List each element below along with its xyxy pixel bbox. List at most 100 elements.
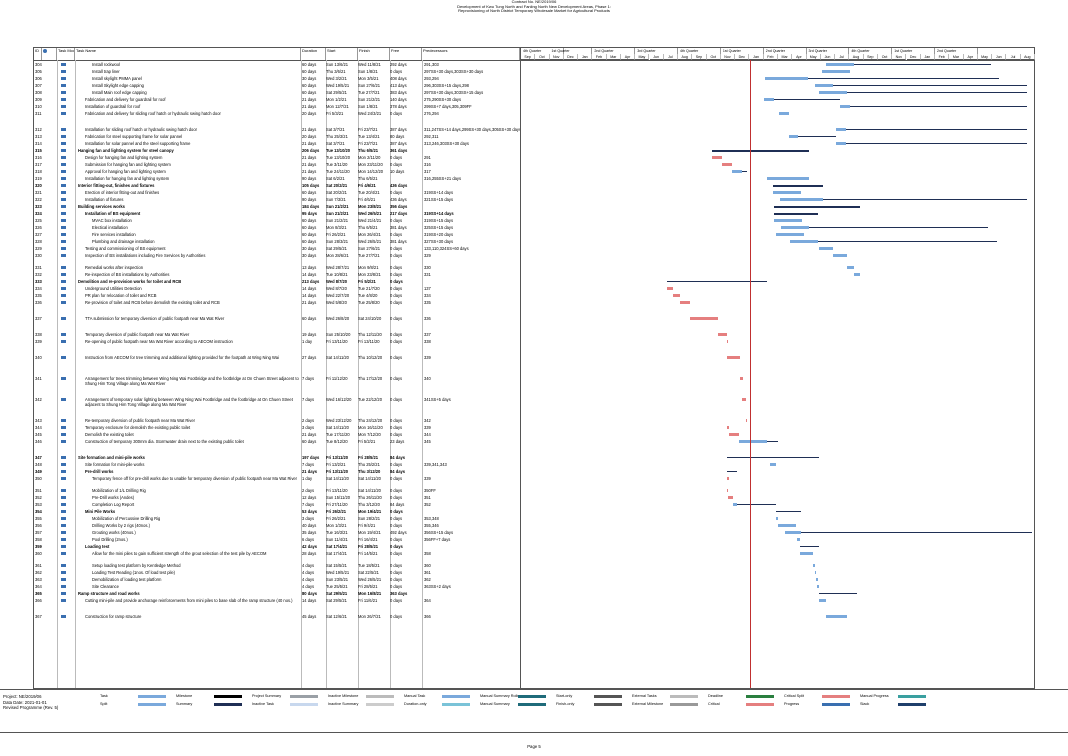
task-bar[interactable]: [817, 584, 820, 588]
task-bar[interactable]: [765, 77, 808, 80]
task-bar[interactable]: [819, 247, 834, 250]
col-duration[interactable]: Duration: [301, 48, 326, 60]
summary-bar[interactable]: [799, 545, 820, 547]
task-row[interactable]: 317 Submission for hanging fan and lighti…: [34, 161, 520, 168]
task-bar[interactable]: [727, 476, 729, 480]
task-row[interactable]: 356 Drilling Works by 2 rigs (40nos.) 40 d…: [34, 522, 520, 529]
task-bar[interactable]: [814, 570, 817, 574]
task-row[interactable]: 316 Design for hanging fan and lighting s…: [34, 154, 520, 161]
task-bar[interactable]: [727, 355, 741, 359]
task-row[interactable]: 360 Allow for the mini piles to gain suff…: [34, 550, 520, 562]
task-bar[interactable]: [717, 332, 727, 336]
task-bar[interactable]: [835, 128, 846, 131]
task-bar[interactable]: [816, 577, 819, 581]
task-row[interactable]: 335 PR plan for relocation of toilet and …: [34, 292, 520, 299]
summary-bar[interactable]: [776, 510, 802, 512]
task-row[interactable]: 352 Pre-Drill works (Andes) 12 days Sun 15/…: [34, 494, 520, 501]
task-row[interactable]: 340 Instruction from AECOM for tree trimm…: [34, 354, 520, 366]
summary-bar[interactable]: [726, 470, 737, 472]
task-bar[interactable]: [742, 397, 746, 401]
task-bar[interactable]: [728, 432, 739, 436]
task-bar[interactable]: [777, 523, 797, 527]
task-row[interactable]: 332 Re-inspection of BS installations by …: [34, 271, 520, 278]
task-bar[interactable]: [673, 293, 680, 297]
col-id[interactable]: ID: [34, 48, 42, 60]
summary-bar[interactable]: [773, 185, 823, 187]
task-row[interactable]: 334 Underground Utilities Detection 14 day…: [34, 285, 520, 292]
task-row[interactable]: 350 Temporary fence off for pre-drill wor…: [34, 475, 520, 487]
task-bar[interactable]: [680, 300, 690, 304]
task-bar[interactable]: [784, 530, 801, 534]
task-row[interactable]: 313 Fabrication for steel supporting fram…: [34, 133, 520, 140]
task-row[interactable]: 322 Installation of fixtures 90 days Sun 7/…: [34, 196, 520, 203]
summary-bar[interactable]: [773, 213, 819, 215]
task-row[interactable]: 328 Plumbing and drainage installation 60 …: [34, 238, 520, 245]
task-row[interactable]: 304 Install rockwool 60 days Sun 13/6/21 Wed…: [34, 61, 520, 68]
task-row[interactable]: 365 Ramp structure and road works 80 days S…: [34, 590, 520, 597]
task-row[interactable]: 337 TTA submission for temporary diversio…: [34, 315, 520, 322]
task-bar[interactable]: [819, 91, 848, 94]
task-row[interactable]: 312 Installation for sliding roof hatch o…: [34, 126, 521, 133]
task-bar[interactable]: [727, 425, 729, 429]
task-bar[interactable]: [799, 551, 813, 555]
task-row[interactable]: 324 Installation of BS equipment 95 days Su…: [34, 210, 520, 217]
task-row[interactable]: 346 Construction of temporary 300mm dia. …: [34, 438, 520, 445]
task-row[interactable]: 333 Demolition and re-provision works for…: [34, 278, 520, 285]
task-row[interactable]: 361 Setup loading test platform by Kentle…: [34, 562, 520, 569]
summary-bar[interactable]: [666, 280, 767, 282]
task-bar[interactable]: [770, 462, 777, 466]
task-bar[interactable]: [819, 598, 826, 602]
task-row[interactable]: 344 Temporary enclosure for demolish the …: [34, 424, 520, 431]
col-slack[interactable]: Free: [390, 48, 422, 60]
task-bar[interactable]: [779, 112, 789, 115]
task-bar[interactable]: [780, 198, 823, 201]
task-row[interactable]: 305 Install trap liner 60 days Thu 3/6/21 Su…: [34, 68, 520, 75]
task-row[interactable]: 355 Mobilization of Percussive Drilling R…: [34, 515, 520, 522]
task-row[interactable]: 315 Hanging fan and lighting system for s…: [34, 147, 520, 154]
col-predecessors[interactable]: Predecessors: [422, 48, 520, 60]
summary-bar[interactable]: [726, 456, 820, 458]
task-row[interactable]: 343 Re-temporary diversion of public foot…: [34, 417, 520, 424]
task-row[interactable]: 347 Site formation and mini-pile works 197…: [34, 454, 520, 461]
task-row[interactable]: 308 Install Main roof edge capping 60 days…: [34, 89, 520, 96]
task-row[interactable]: 367 Construction for ramp structure 45 day…: [34, 613, 520, 620]
task-bar[interactable]: [825, 615, 847, 618]
task-row[interactable]: 339 Re-opening of public footpath near Ma…: [34, 338, 520, 345]
task-row[interactable]: 320 Interior fitting-out, finishes and fi…: [34, 182, 520, 189]
summary-bar[interactable]: [712, 150, 809, 152]
task-bar[interactable]: [727, 495, 734, 499]
task-bar[interactable]: [726, 339, 729, 343]
task-bar[interactable]: [812, 563, 815, 567]
task-row[interactable]: 345 Demolish the existing toilet 21 days Tu…: [34, 431, 520, 438]
task-row[interactable]: 363 Demobilization of loading test platfo…: [34, 576, 520, 583]
task-row[interactable]: 366 Cutting mini-pile and provide anchora…: [34, 597, 520, 609]
task-bar[interactable]: [689, 316, 718, 320]
task-bar[interactable]: [773, 191, 802, 194]
task-bar[interactable]: [796, 537, 800, 541]
task-bar[interactable]: [738, 439, 767, 443]
task-row[interactable]: 329 Testing and commissioning of BS equip…: [34, 245, 520, 252]
task-bar[interactable]: [766, 177, 809, 180]
task-bar[interactable]: [833, 254, 848, 257]
col-finish[interactable]: Finish: [358, 48, 390, 60]
task-bar[interactable]: [788, 135, 799, 138]
task-row[interactable]: 351 Mobilization of 1/L Drilling Rig 2 day…: [34, 487, 520, 494]
task-row[interactable]: 306 Install skylight PMMA panel 30 days Wed…: [34, 75, 520, 82]
task-bar[interactable]: [773, 219, 802, 222]
task-bar[interactable]: [821, 70, 850, 73]
col-start[interactable]: Start: [326, 48, 358, 60]
task-row[interactable]: 336 Re-provision of toilet and RCB before…: [34, 299, 520, 306]
task-row[interactable]: 358 Pool Drilling (2nos.) 6 days Sun 11/4/2…: [34, 536, 520, 543]
task-row[interactable]: 314 Installation for solar pannel and the…: [34, 140, 520, 147]
task-bar[interactable]: [732, 170, 742, 173]
task-row[interactable]: 326 Electical installation 60 days Mon 8/3/…: [34, 224, 520, 231]
task-row[interactable]: 310 Installation of guardrail for roof 21 …: [34, 103, 520, 110]
task-bar[interactable]: [847, 265, 854, 269]
task-row[interactable]: 364 Site Clearance 4 days Tue 25/5/21 Fri 28…: [34, 583, 520, 590]
task-row[interactable]: 307 Install Skylight edge capping 60 days W…: [34, 82, 520, 89]
task-bar[interactable]: [726, 488, 729, 492]
task-bar[interactable]: [790, 240, 819, 243]
task-row[interactable]: 321 Erection of interior fitting-out and …: [34, 189, 520, 196]
task-row[interactable]: 349 Pre-drill works 21 days Fri 13/11/20 Thu…: [34, 468, 520, 475]
task-row[interactable]: 325 MVAC box installation 60 days Sun 21/2/…: [34, 217, 520, 224]
